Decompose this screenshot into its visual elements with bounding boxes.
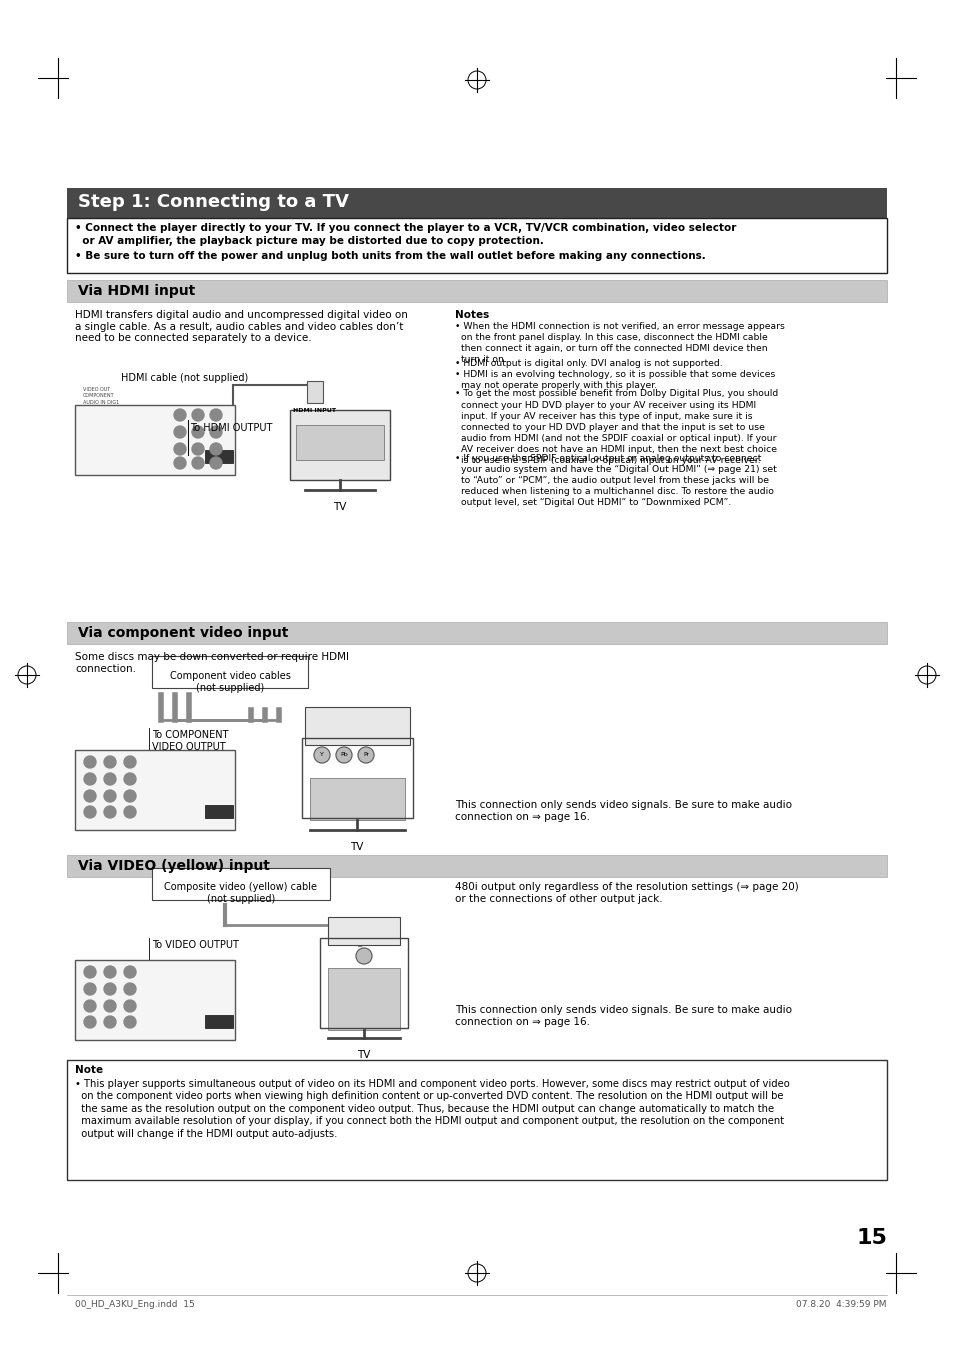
Bar — [67, 218, 886, 273]
Bar — [152, 657, 308, 688]
Circle shape — [314, 747, 330, 763]
Text: Via VIDEO (yellow) input: Via VIDEO (yellow) input — [78, 859, 270, 873]
Circle shape — [84, 757, 96, 767]
Circle shape — [210, 409, 222, 422]
Bar — [305, 707, 410, 744]
Circle shape — [104, 807, 116, 817]
Text: AUDIO IN DIG1: AUDIO IN DIG1 — [83, 400, 119, 405]
Text: Y: Y — [319, 753, 324, 758]
Text: 07.8.20  4:39:59 PM: 07.8.20 4:39:59 PM — [796, 1300, 886, 1309]
Bar — [67, 621, 886, 644]
Circle shape — [84, 1016, 96, 1028]
Circle shape — [210, 457, 222, 469]
Circle shape — [84, 966, 96, 978]
Circle shape — [104, 966, 116, 978]
Text: HDMI cable (not supplied): HDMI cable (not supplied) — [121, 373, 249, 382]
Text: To VIDEO OUTPUT: To VIDEO OUTPUT — [152, 940, 238, 950]
Text: HDMI transfers digital audio and uncompressed digital video on
a single cable. A: HDMI transfers digital audio and uncompr… — [75, 309, 408, 343]
Text: • Be sure to turn off the power and unplug both units from the wall outlet befor: • Be sure to turn off the power and unpl… — [75, 251, 705, 261]
Bar — [152, 867, 330, 900]
Bar — [290, 409, 390, 480]
Bar — [328, 969, 399, 1029]
Text: 480i output only regardless of the resolution settings (⇒ page 20)
or the connec: 480i output only regardless of the resol… — [455, 882, 798, 904]
Bar — [75, 961, 234, 1040]
Bar — [205, 805, 233, 817]
Text: • If you use the SPDIF optical output or analog outputs to connect
  your audio : • If you use the SPDIF optical output or… — [455, 454, 776, 508]
Text: Notes: Notes — [455, 309, 489, 320]
Bar — [67, 1061, 886, 1179]
Circle shape — [173, 409, 186, 422]
Circle shape — [192, 443, 204, 455]
Text: Step 1: Connecting to a TV: Step 1: Connecting to a TV — [78, 193, 349, 211]
Circle shape — [84, 1000, 96, 1012]
Circle shape — [84, 984, 96, 994]
Circle shape — [124, 1016, 136, 1028]
Circle shape — [124, 757, 136, 767]
Circle shape — [104, 1000, 116, 1012]
Bar — [67, 855, 886, 877]
Circle shape — [124, 807, 136, 817]
Text: To HDMI OUTPUT: To HDMI OUTPUT — [190, 423, 273, 434]
Bar — [295, 426, 384, 459]
Circle shape — [104, 984, 116, 994]
Circle shape — [335, 747, 352, 763]
Circle shape — [192, 426, 204, 438]
Text: VIDEO OUT: VIDEO OUT — [83, 386, 111, 392]
Text: 00_HD_A3KU_Eng.indd  15: 00_HD_A3KU_Eng.indd 15 — [75, 1300, 194, 1309]
Circle shape — [124, 984, 136, 994]
Text: • To get the most possible benefit from Dolby Digital Plus, you should
  connect: • To get the most possible benefit from … — [455, 389, 778, 465]
Text: To COMPONENT
VIDEO OUTPUT: To COMPONENT VIDEO OUTPUT — [152, 730, 229, 751]
Circle shape — [173, 426, 186, 438]
Circle shape — [192, 457, 204, 469]
Text: This connection only sends video signals. Be sure to make audio
connection on ⇒ : This connection only sends video signals… — [455, 1005, 791, 1027]
Bar — [67, 188, 886, 218]
Circle shape — [104, 1016, 116, 1028]
Circle shape — [124, 773, 136, 785]
Text: This connection only sends video signals. Be sure to make audio
connection on ⇒ : This connection only sends video signals… — [455, 800, 791, 821]
Text: COMPONENT: COMPONENT — [83, 393, 114, 399]
Circle shape — [84, 807, 96, 817]
Text: 15: 15 — [855, 1228, 886, 1248]
Bar — [328, 917, 399, 944]
Circle shape — [210, 426, 222, 438]
Text: HDMI INPUT: HDMI INPUT — [294, 408, 336, 413]
Text: Note: Note — [75, 1065, 103, 1075]
Bar — [310, 778, 405, 820]
Bar — [302, 738, 413, 817]
Text: Via component video input: Via component video input — [78, 626, 288, 640]
Circle shape — [104, 790, 116, 802]
Bar — [319, 938, 408, 1028]
Circle shape — [84, 790, 96, 802]
Circle shape — [173, 443, 186, 455]
Text: • HDMI is an evolving technology, so it is possible that some devices
  may not : • HDMI is an evolving technology, so it … — [455, 370, 775, 390]
Circle shape — [357, 747, 374, 763]
Text: TV: TV — [350, 842, 363, 852]
Circle shape — [355, 948, 372, 965]
Circle shape — [192, 409, 204, 422]
Circle shape — [173, 457, 186, 469]
Bar — [67, 280, 886, 303]
Circle shape — [124, 1000, 136, 1012]
Text: • When the HDMI connection is not verified, an error message appears
  on the fr: • When the HDMI connection is not verifi… — [455, 322, 784, 365]
Bar — [307, 381, 323, 403]
Text: Pb: Pb — [340, 753, 348, 758]
Bar — [75, 750, 234, 830]
Text: or AV amplifier, the playback picture may be distorted due to copy protection.: or AV amplifier, the playback picture ma… — [75, 236, 543, 246]
Text: Composite video (yellow) cable
(not supplied): Composite video (yellow) cable (not supp… — [164, 882, 317, 904]
Text: Via HDMI input: Via HDMI input — [78, 284, 195, 299]
Circle shape — [210, 443, 222, 455]
Circle shape — [104, 773, 116, 785]
Text: TV: TV — [357, 1050, 371, 1061]
Text: • This player supports simultaneous output of video on its HDMI and component vi: • This player supports simultaneous outp… — [75, 1079, 789, 1139]
Circle shape — [124, 790, 136, 802]
Text: Some discs may be down converted or require HDMI
connection.: Some discs may be down converted or requ… — [75, 653, 349, 674]
Bar — [75, 405, 234, 476]
Circle shape — [124, 966, 136, 978]
Bar — [205, 1015, 233, 1028]
Text: • HDMI output is digital only. DVI analog is not supported.: • HDMI output is digital only. DVI analo… — [455, 359, 721, 369]
Circle shape — [84, 773, 96, 785]
Bar — [205, 450, 233, 463]
Text: TV: TV — [333, 503, 346, 512]
Text: Pr: Pr — [362, 753, 369, 758]
Text: Component video cables
(not supplied): Component video cables (not supplied) — [170, 671, 290, 693]
